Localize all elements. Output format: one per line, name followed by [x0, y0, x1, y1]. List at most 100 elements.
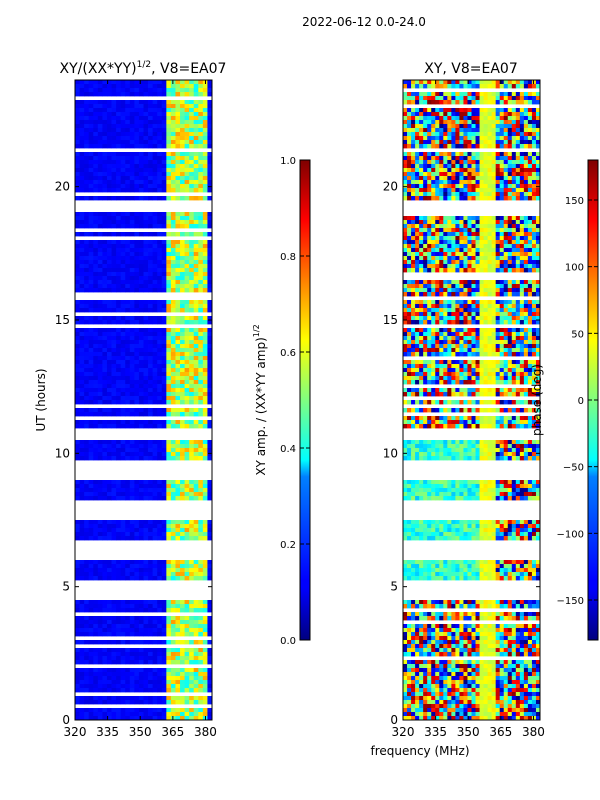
- amplitude-cell: [157, 624, 163, 629]
- amplitude-cell: [198, 576, 204, 581]
- phase-cell: [463, 180, 468, 185]
- amplitude-cell: [106, 176, 112, 181]
- amplitude-cell: [111, 496, 117, 501]
- amplitude-cell: [184, 248, 190, 253]
- phase-cell: [495, 172, 501, 177]
- amplitude-cell: [166, 380, 172, 385]
- phase-cell: [503, 216, 509, 221]
- amplitude-cell: [134, 136, 140, 141]
- amplitude-cell: [111, 104, 117, 109]
- amplitude-cell: [161, 180, 167, 185]
- phase-cell: [407, 240, 412, 245]
- amplitude-cell: [143, 408, 149, 413]
- amplitude-cell: [125, 564, 131, 569]
- amplitude-cell: [129, 564, 135, 569]
- phase-cell: [499, 96, 505, 101]
- phase-cell: [475, 124, 480, 129]
- amplitude-cell: [202, 120, 208, 125]
- phase-cell: [403, 100, 408, 105]
- amplitude-cell: [152, 624, 158, 629]
- phase-cell: [423, 264, 428, 269]
- amplitude-cell: [143, 392, 149, 397]
- amplitude-cell: [180, 608, 185, 613]
- phase-cell: [415, 260, 420, 265]
- amplitude-cell: [88, 184, 94, 189]
- amplitude-cell: [143, 116, 149, 121]
- amplitude-cell: [120, 648, 126, 653]
- amplitude-cell: [116, 80, 122, 85]
- phase-cell: [459, 124, 464, 129]
- phase-cell: [455, 232, 460, 237]
- amplitude-cell: [97, 536, 103, 541]
- phase-cell: [475, 116, 480, 121]
- amplitude-cell: [157, 448, 163, 453]
- phase-cell: [487, 96, 493, 101]
- amplitude-cell: [161, 196, 167, 201]
- amplitude-cell: [138, 532, 144, 537]
- amplitude-cell: [75, 368, 80, 373]
- phase-cell: [447, 240, 452, 245]
- amplitude-cell: [129, 280, 135, 285]
- phase-cell: [439, 120, 444, 125]
- amplitude-cell: [166, 372, 172, 377]
- phase-cell: [507, 164, 513, 169]
- phase-cell: [467, 248, 472, 253]
- phase-cell: [475, 248, 480, 253]
- phase-cell: [499, 124, 505, 129]
- amplitude-cell: [193, 388, 199, 393]
- amplitude-cell: [138, 232, 144, 237]
- amplitude-cell: [111, 108, 117, 113]
- amplitude-cell: [143, 160, 149, 165]
- phase-cell: [499, 240, 505, 245]
- amplitude-cell: [175, 484, 181, 489]
- amplitude-cell: [120, 660, 126, 665]
- amplitude-cell: [106, 260, 112, 265]
- amplitude-cell: [88, 560, 94, 565]
- amplitude-cell: [102, 132, 108, 137]
- phase-cell: [511, 136, 517, 141]
- amplitude-cell: [88, 268, 94, 273]
- amplitude-cell: [84, 656, 90, 661]
- amplitude-cell: [175, 672, 181, 677]
- phase-cell: [411, 280, 416, 285]
- amplitude-cell: [106, 400, 112, 405]
- amplitude-cell: [138, 168, 144, 173]
- amplitude-cell: [111, 136, 117, 141]
- amplitude-cell: [129, 252, 135, 257]
- amplitude-cell: [143, 660, 149, 665]
- amplitude-cell: [120, 164, 126, 169]
- amplitude-cell: [106, 576, 112, 581]
- phase-cell: [531, 120, 537, 125]
- phase-cell: [407, 120, 412, 125]
- amplitude-cell: [84, 100, 90, 105]
- amplitude-cell: [102, 632, 108, 637]
- amplitude-cell: [129, 376, 135, 381]
- phase-cell: [463, 244, 468, 249]
- amplitude-cell: [111, 716, 117, 720]
- phase-cell: [431, 120, 436, 125]
- amplitude-cell: [93, 168, 99, 173]
- amplitude-cell: [202, 424, 208, 429]
- amplitude-cell: [166, 180, 172, 185]
- amplitude-cell: [75, 564, 80, 569]
- amplitude-cell: [93, 152, 99, 157]
- amplitude-cell: [88, 348, 94, 353]
- amplitude-cell: [152, 276, 158, 281]
- phase-cell: [507, 96, 513, 101]
- amplitude-cell: [166, 84, 172, 89]
- amplitude-cell: [120, 300, 126, 305]
- amplitude-cell: [189, 716, 195, 720]
- phase-cell: [431, 156, 436, 161]
- amplitude-cell: [97, 408, 103, 413]
- phase-cell: [495, 144, 501, 149]
- phase-cell: [523, 100, 529, 105]
- phase-cell: [411, 180, 416, 185]
- amplitude-cell: [79, 132, 85, 137]
- amplitude-cell: [143, 264, 149, 269]
- amplitude-cell: [170, 252, 176, 257]
- phase-cell: [523, 108, 529, 113]
- amplitude-cell: [180, 84, 185, 89]
- phase-cell: [527, 132, 533, 137]
- amplitude-cell: [97, 264, 103, 269]
- amplitude-cell: [116, 240, 122, 245]
